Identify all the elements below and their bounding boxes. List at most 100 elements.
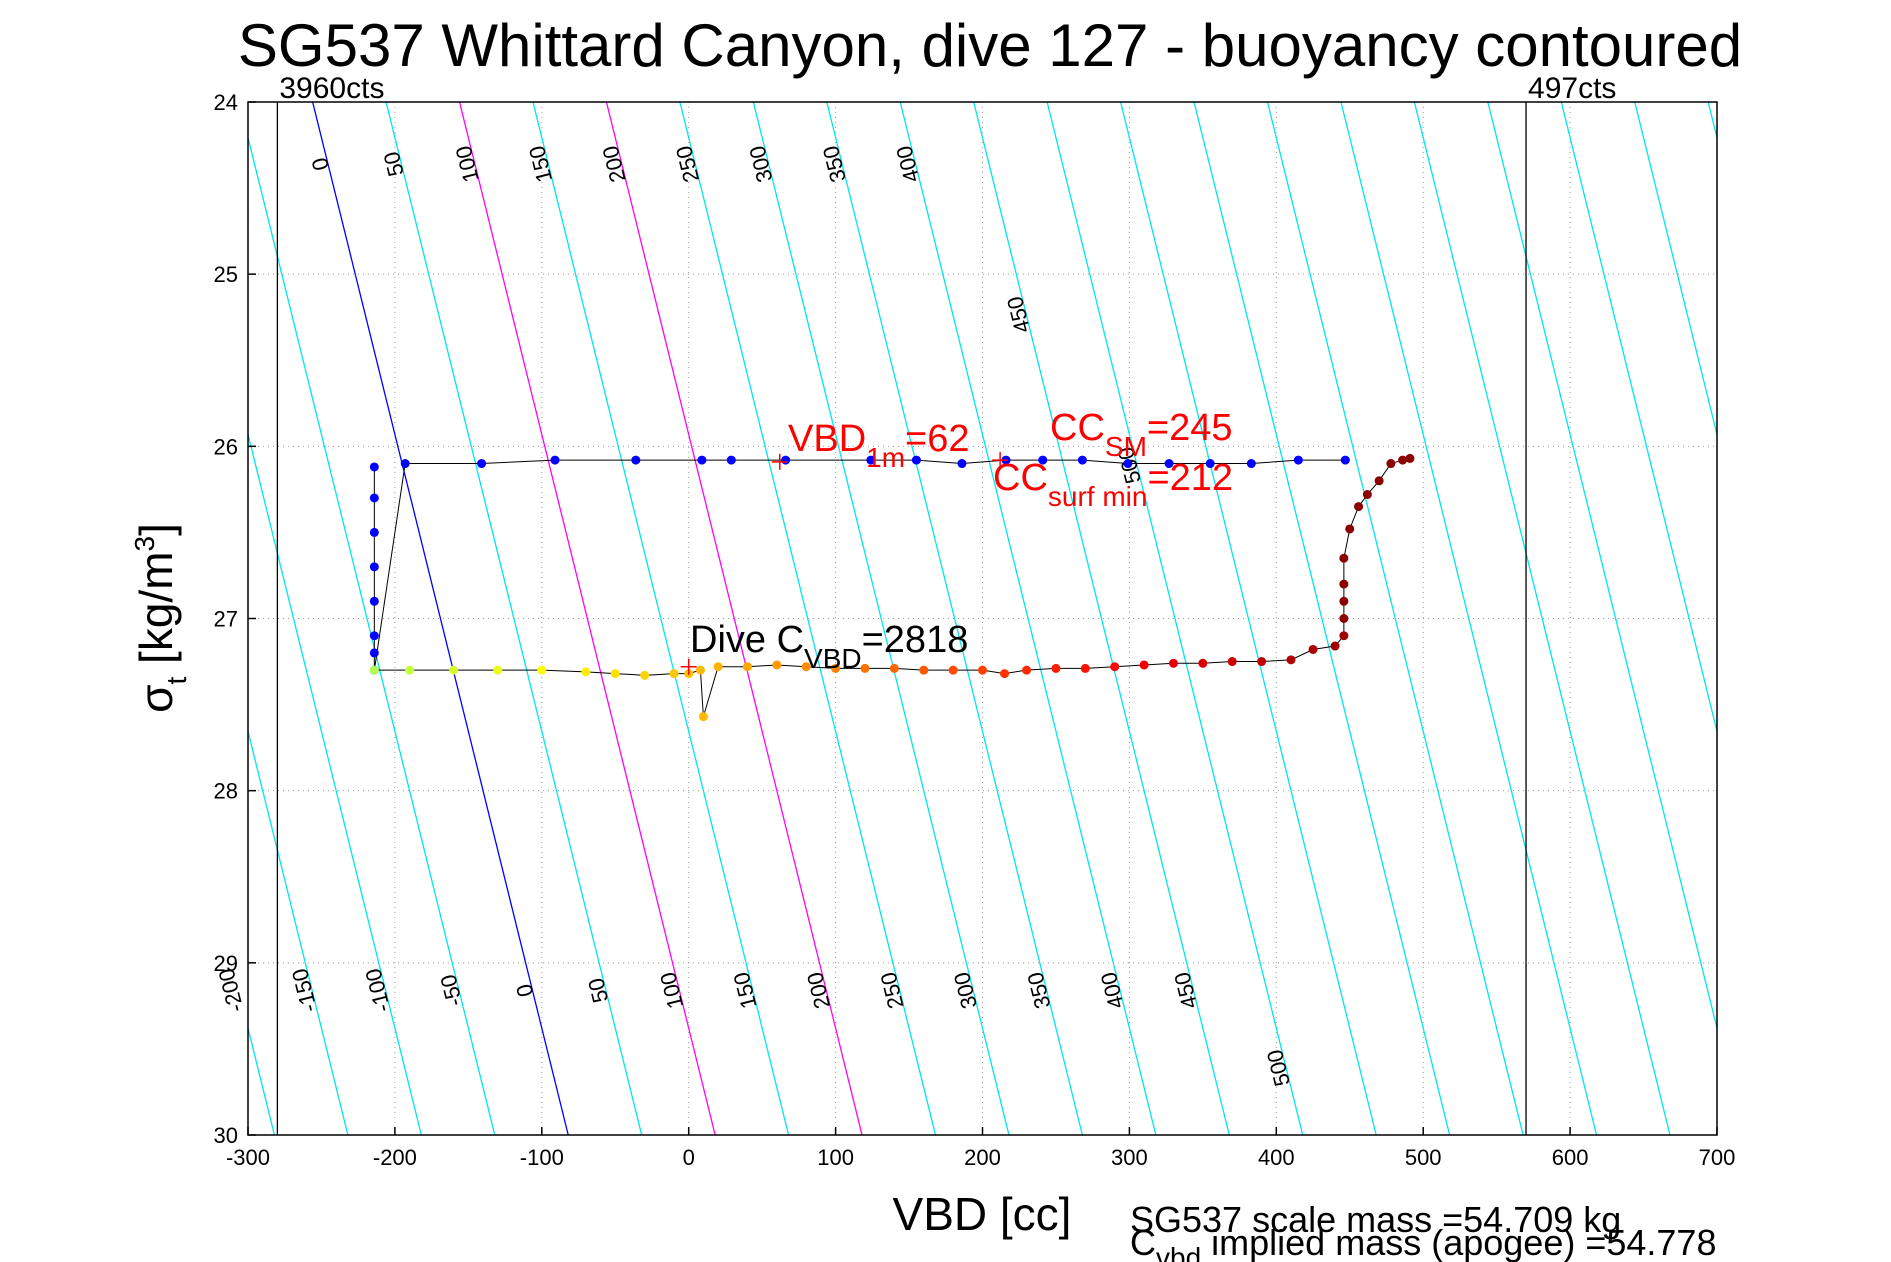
x-tick-label: 500 [1405, 1145, 1442, 1170]
dive-data-point [493, 665, 503, 675]
y-tick-label: 24 [214, 90, 238, 115]
dive-data-point [1405, 453, 1415, 463]
dive-data-point [1339, 579, 1349, 589]
data-series [369, 453, 1415, 722]
x-tick-label: -300 [226, 1145, 270, 1170]
buoyancy-contour-label: -100 [360, 966, 395, 1015]
buoyancy-contour-line [605, 102, 863, 1135]
dive-data-point [1198, 658, 1208, 668]
buoyancy-contour-label: 300 [949, 970, 982, 1012]
y-tick-labels: 24 25 26 27 28 29 30 [214, 90, 256, 1148]
buoyancy-contour-line [248, 431, 422, 1135]
buoyancy-contour-line [1193, 102, 1451, 1135]
buoyancy-contour-line [899, 102, 1157, 1135]
dive-data-point [449, 665, 459, 675]
cc-sm-annotation: CCSM=245 [1050, 407, 1232, 462]
buoyancy-contour-line [532, 102, 790, 1135]
dive-data-point [1330, 641, 1340, 651]
climb-data-point [369, 493, 379, 503]
dive-data-point [978, 665, 987, 675]
dive-data-point [1339, 596, 1349, 606]
x-tick-label: 100 [817, 1145, 854, 1170]
y-tick-label: 29 [214, 951, 238, 976]
dive-data-point [1000, 669, 1010, 679]
dive-data-point [772, 660, 782, 670]
annotation-markers [680, 452, 1009, 675]
buoyancy-contour-label: 300 [744, 143, 777, 185]
dive-data-point [1374, 476, 1384, 486]
climb-data-point [866, 455, 876, 465]
climb-data-point [369, 562, 379, 572]
climb-data-point [1123, 459, 1133, 469]
dive-data-point [581, 667, 591, 677]
y-tick-label: 28 [214, 779, 238, 804]
x-tick-label: 400 [1258, 1145, 1295, 1170]
dive-data-point [1080, 663, 1090, 673]
x-tick-label: -100 [520, 1145, 564, 1170]
implied-mass-text: Cvbd implied mass (apogee) =54.778 [1130, 1222, 1716, 1262]
cc-surf-min-annotation: CCsurf min=212 [993, 457, 1233, 512]
dive-data-point [860, 663, 870, 673]
buoyancy-contour-line [1855, 102, 1891, 1135]
buoyancy-contour-line [1119, 102, 1377, 1135]
buoyancy-contour-line [1046, 102, 1304, 1135]
dive-data-point [640, 670, 650, 680]
y-tick-label: 30 [214, 1123, 238, 1148]
buoyancy-contour-label: 450 [1002, 294, 1035, 336]
buoyancy-contours [0, 102, 1891, 1135]
climb-data-point [1340, 455, 1350, 465]
dive-data-point [1398, 455, 1408, 465]
buoyancy-contour-label: -50 [435, 972, 467, 1009]
buoyancy-contour-line [679, 102, 937, 1135]
buoyancy-contour-line [248, 134, 496, 1135]
buoyancy-contour-label: 100 [655, 970, 688, 1012]
buoyancy-contour-line [1340, 102, 1598, 1135]
buoyancy-contour-label: 450 [1169, 970, 1202, 1012]
dive-data-point [1022, 665, 1032, 675]
buoyancy-contour-label: 100 [451, 143, 484, 185]
buoyancy-contour-label: 50 [379, 149, 409, 179]
climb-data-point [1164, 459, 1174, 469]
buoyancy-contour-label: 50 [583, 976, 613, 1006]
climb-data-point [697, 455, 707, 465]
dive-data-point [405, 665, 415, 675]
buoyancy-contour-line [312, 102, 569, 1135]
dive-data-point [889, 663, 899, 673]
dive-c-vbd-annotation: Dive CVBD=2818 [690, 619, 968, 674]
dive-data-point [1308, 644, 1318, 654]
dive-data-point [801, 662, 811, 672]
buoyancy-contour-label: 500 [1262, 1047, 1295, 1089]
climb-data-point [1205, 459, 1215, 469]
buoyancy-contour-line [826, 102, 1084, 1135]
dive-data-point [1257, 657, 1267, 667]
buoyancy-contour-line [458, 102, 716, 1135]
chart-title: SG537 Whittard Canyon, dive 127 - buoyan… [238, 12, 1742, 79]
buoyancy-contour-line [1782, 102, 1891, 1135]
dive-data-point [1339, 553, 1349, 563]
dive-track-line [374, 457, 1411, 717]
vbd-1m-annotation: VBD1m=62 [788, 418, 970, 473]
dive-data-point [919, 665, 929, 675]
climb-data-point [369, 527, 379, 537]
buoyancy-contour-label: 150 [729, 970, 762, 1012]
climb-data-point [369, 596, 379, 606]
buoyancy-contour-label: 400 [891, 143, 924, 185]
dive-data-point [831, 663, 841, 673]
x-tick-label: 200 [964, 1145, 1001, 1170]
y-tick-label: 27 [214, 607, 238, 632]
buoyancy-contour-label: 150 [524, 143, 557, 185]
dive-data-point [948, 665, 958, 675]
climb-data-point [1038, 455, 1048, 465]
buoyancy-contour-label: 400 [1096, 970, 1129, 1012]
y-tick-label: 25 [214, 262, 238, 287]
text-annotations: VBD1m=62 CCSM=245 CCsurf min=212 Dive CV… [690, 407, 1233, 674]
buoyancy-contour-line [0, 102, 128, 1135]
climb-data-point [400, 459, 410, 469]
climb-data-point [631, 455, 641, 465]
dive-data-point [1354, 502, 1364, 512]
dive-data-point [1139, 660, 1149, 670]
dive-data-point [1339, 631, 1349, 641]
y-tick-label: 26 [214, 434, 238, 459]
climb-data-point [1246, 459, 1256, 469]
